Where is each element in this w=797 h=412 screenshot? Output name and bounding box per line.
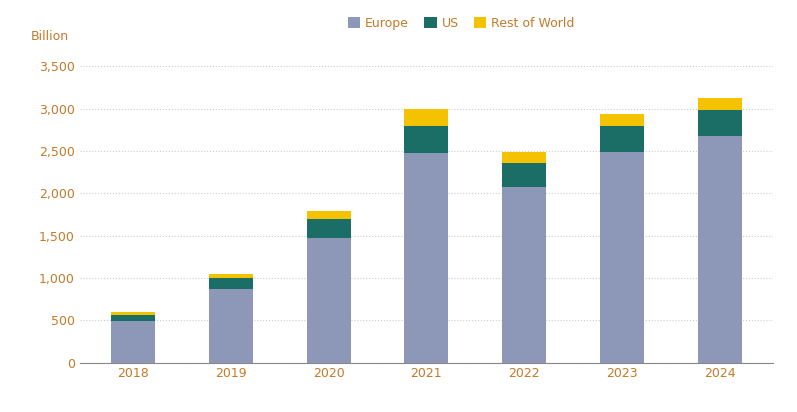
Bar xyxy=(404,153,449,363)
Bar xyxy=(697,136,741,363)
Bar xyxy=(404,109,449,126)
Bar xyxy=(307,219,351,238)
Bar xyxy=(209,274,253,278)
Bar xyxy=(502,163,546,187)
Bar xyxy=(697,98,741,110)
Bar xyxy=(209,278,253,289)
Bar xyxy=(112,312,155,315)
Bar xyxy=(697,110,741,136)
Bar xyxy=(600,114,644,126)
Bar xyxy=(600,126,644,152)
Bar xyxy=(600,152,644,363)
Bar xyxy=(112,321,155,363)
Bar xyxy=(112,315,155,321)
Bar xyxy=(307,211,351,219)
Bar xyxy=(502,152,546,163)
Text: Billion: Billion xyxy=(31,30,69,43)
Bar xyxy=(307,238,351,363)
Bar xyxy=(404,126,449,153)
Legend: Europe, US, Rest of World: Europe, US, Rest of World xyxy=(343,12,579,35)
Bar xyxy=(502,187,546,363)
Bar xyxy=(209,289,253,363)
